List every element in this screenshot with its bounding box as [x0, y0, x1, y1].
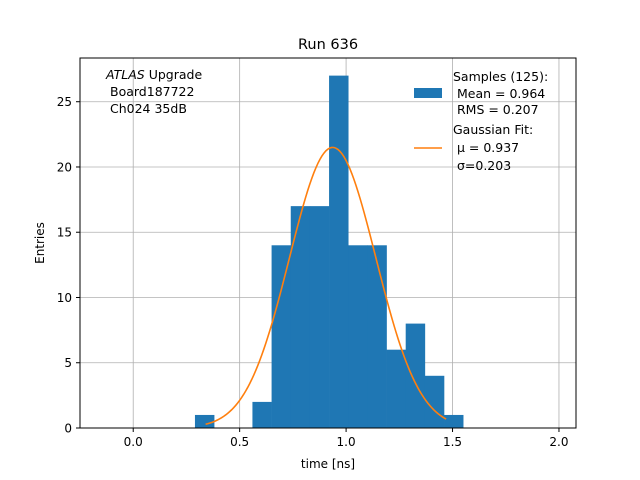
histogram-bar-7: [329, 75, 349, 428]
y-tick-label-5: 25: [57, 95, 72, 109]
legend-fit-line-2: μ = 0.937: [453, 140, 519, 155]
atlas-annotation: ATLAS Upgrade Board187722 Ch024 35dB: [105, 67, 202, 116]
x-tick-label-2: 1.0: [337, 435, 356, 449]
y-tick-label-3: 15: [57, 226, 72, 240]
legend-samples-line-3: RMS = 0.207: [453, 102, 539, 117]
histogram-bar-6: [309, 206, 330, 428]
plot-frame: [79, 57, 577, 429]
x-tick-label-1: 0.5: [230, 435, 249, 449]
x-axis-label: time [ns]: [301, 457, 355, 471]
histogram-bar-4: [271, 245, 292, 428]
legend-fit-line-3: σ=0.203: [453, 158, 511, 173]
histogram-bar-11: [405, 323, 426, 428]
y-tick-label-2: 10: [57, 291, 72, 305]
x-tick-label-3: 1.5: [443, 435, 462, 449]
legend-fit-line-1: Gaussian Fit:: [453, 122, 533, 137]
histogram-bar-5: [290, 206, 311, 428]
legend-samples-line-2: Mean = 0.964: [453, 86, 545, 101]
annotation-line-3: Ch024 35dB: [110, 101, 187, 116]
annotation-line-2: Board187722: [110, 84, 194, 99]
histogram-bar-10: [386, 349, 406, 428]
y-tick-label-4: 20: [57, 160, 72, 174]
histogram-bar-13: [444, 414, 464, 428]
y-axis-label: Entries: [33, 222, 47, 264]
x-tick-label-0: 0.0: [124, 435, 143, 449]
y-axis-ticks: 0 5 10 15 20 25: [57, 95, 80, 436]
legend-samples-line-1: Samples (125):: [453, 69, 548, 84]
histogram-bars: [194, 75, 464, 428]
histogram-bar-8: [348, 245, 368, 428]
histogram-bar-9: [367, 245, 387, 428]
histogram-bar-3: [252, 401, 272, 428]
y-tick-label-0: 0: [64, 422, 72, 436]
legend-samples-patch: [414, 88, 442, 98]
legend: Samples (125): Mean = 0.964 RMS = 0.207 …: [414, 69, 548, 173]
x-axis-ticks: 0.0 0.5 1.0 1.5 2.0: [124, 428, 569, 449]
gaussian-fit-path: [205, 146, 447, 426]
chart-title: Run 636: [298, 37, 358, 53]
annotation-line-1: ATLAS Upgrade: [105, 67, 202, 82]
histogram-bar-0: [194, 414, 215, 428]
gaussian-fit-curve: [205, 146, 447, 426]
x-tick-label-4: 2.0: [549, 435, 568, 449]
y-tick-label-1: 5: [64, 356, 72, 370]
